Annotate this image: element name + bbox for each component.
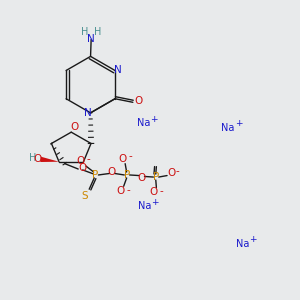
Text: S: S (82, 191, 88, 201)
Polygon shape (40, 157, 59, 162)
Text: Na: Na (236, 238, 250, 249)
Text: -: - (159, 186, 163, 196)
Text: P: P (153, 172, 159, 182)
Text: O: O (134, 96, 142, 106)
Text: N: N (114, 65, 122, 75)
Text: Na: Na (221, 123, 235, 133)
Text: Na: Na (138, 202, 152, 212)
Text: O: O (167, 168, 176, 178)
Text: +: + (250, 235, 257, 244)
Text: O: O (137, 173, 146, 183)
Text: O: O (149, 187, 158, 197)
Text: N: N (84, 108, 92, 118)
Text: -: - (128, 151, 132, 161)
Text: O: O (70, 122, 78, 132)
Text: O: O (108, 167, 116, 177)
Text: O: O (117, 186, 125, 196)
Text: +: + (152, 198, 159, 207)
Text: O: O (76, 156, 85, 166)
Text: +: + (150, 115, 158, 124)
Text: -: - (175, 166, 179, 176)
Text: O: O (78, 163, 86, 173)
Text: P: P (92, 170, 99, 180)
Text: -: - (86, 154, 90, 164)
Text: O: O (118, 154, 126, 164)
Text: H: H (28, 153, 36, 163)
Text: H: H (94, 27, 101, 37)
Text: +: + (235, 119, 242, 128)
Text: N: N (87, 34, 95, 44)
Text: O: O (33, 154, 41, 164)
Text: -: - (127, 185, 130, 195)
Text: P: P (124, 170, 130, 180)
Text: Na: Na (136, 118, 150, 128)
Text: H: H (81, 27, 88, 37)
